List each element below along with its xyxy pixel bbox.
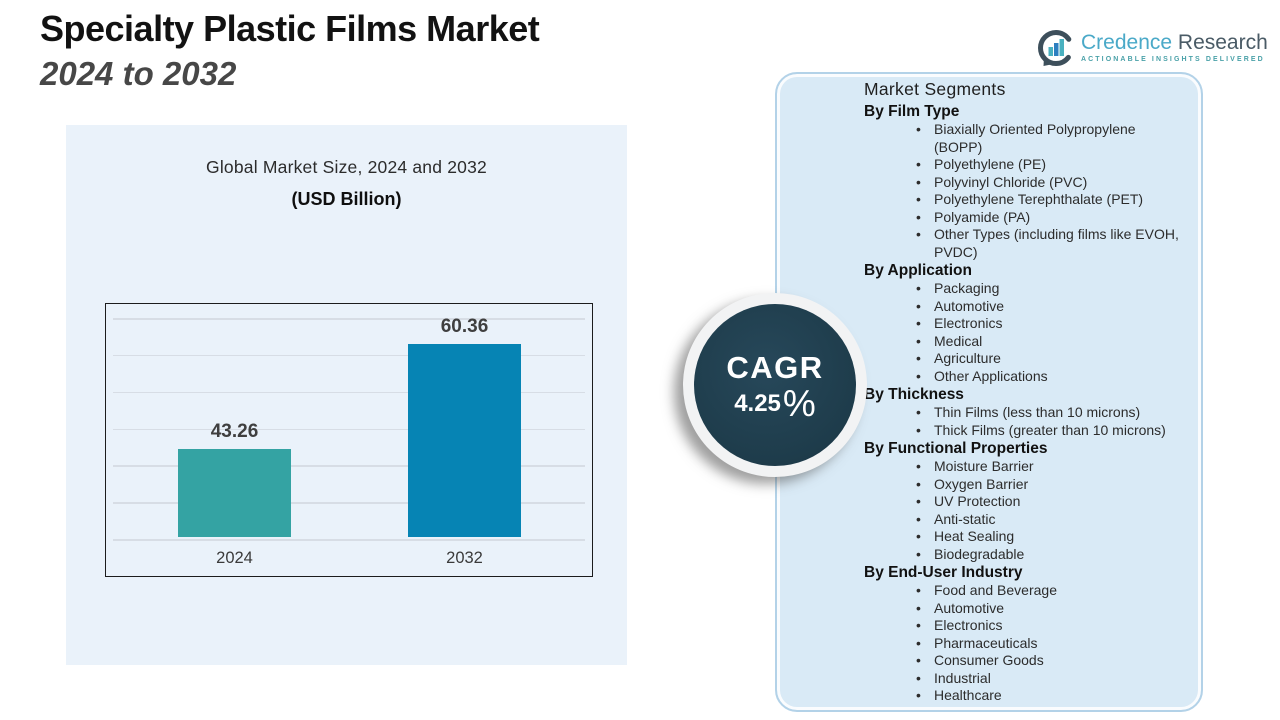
page-title: Specialty Plastic Films Market 2024 to 2… xyxy=(40,6,540,96)
segment-item: Anti-static xyxy=(912,511,1187,529)
cagr-label: CAGR xyxy=(726,350,824,385)
segments-sections: By Film TypeBiaxially Oriented Polypropy… xyxy=(864,102,1187,705)
segment-item: Electronics xyxy=(912,315,1187,333)
segment-list: PackagingAutomotiveElectronicsMedicalAgr… xyxy=(912,280,1187,385)
logo-tagline: Actionable Insights Delivered xyxy=(1081,56,1265,63)
segment-item: Medical xyxy=(912,333,1187,351)
chart-title: Global Market Size, 2024 and 2032 xyxy=(206,157,487,177)
gridline xyxy=(113,391,585,394)
page-title-line2: 2024 to 2032 xyxy=(40,55,237,92)
segment-item: Biaxially Oriented Polypropylene (BOPP) xyxy=(912,121,1187,156)
segment-item: Polyethylene Terephthalate (PET) xyxy=(912,191,1187,209)
cagr-value-number: 4.25 xyxy=(734,390,781,417)
gridline xyxy=(113,318,585,320)
x-axis-label-2032: 2032 xyxy=(446,549,483,567)
segment-item: Pharmaceuticals xyxy=(912,635,1187,653)
market-size-chart-panel: Global Market Size, 2024 and 2032 (USD B… xyxy=(66,125,627,665)
logo-brand-primary: Credence xyxy=(1081,31,1173,54)
segment-item: UV Protection xyxy=(912,493,1187,511)
segment-item: Healthcare xyxy=(912,687,1187,705)
bar-chart-circle-icon xyxy=(1038,30,1074,66)
percent-sign: % xyxy=(782,383,816,424)
segment-item: Polyvinyl Chloride (PVC) xyxy=(912,174,1187,192)
segment-item: Biodegradable xyxy=(912,546,1187,564)
credence-research-logo: Credence Research Actionable Insights De… xyxy=(1037,29,1268,69)
segment-heading: By Application xyxy=(864,262,972,279)
gridline xyxy=(113,428,585,430)
gridline xyxy=(113,502,585,504)
segment-list: Food and BeverageAutomotiveElectronicsPh… xyxy=(912,582,1187,705)
x-axis-label-2024: 2024 xyxy=(216,549,253,567)
segment-item: Agriculture xyxy=(912,350,1187,368)
cagr-value: 4.25% xyxy=(734,383,816,424)
logo-brand-secondary: Research xyxy=(1172,31,1268,54)
segment-list: Moisture BarrierOxygen BarrierUV Protect… xyxy=(912,458,1187,563)
segment-item: Packaging xyxy=(912,280,1187,298)
segment-list: Biaxially Oriented Polypropylene (BOPP)P… xyxy=(912,121,1187,261)
segment-item: Polyamide (PA) xyxy=(912,209,1187,227)
segment-item: Industrial xyxy=(912,670,1187,688)
segment-item: Consumer Goods xyxy=(912,652,1187,670)
page-title-line1: Specialty Plastic Films Market xyxy=(40,8,540,49)
bar-value-label-2024: 43.26 xyxy=(210,421,259,442)
segment-heading: By Film Type xyxy=(864,103,960,120)
segments-panel-title: Market Segments xyxy=(864,79,1006,99)
logo-tail xyxy=(1043,57,1051,66)
bar-value-label-2032: 60.36 xyxy=(440,316,489,337)
segment-item: Oxygen Barrier xyxy=(912,476,1187,494)
segment-item: Polyethylene (PE) xyxy=(912,156,1187,174)
segment-heading: By End-User Industry xyxy=(864,564,1023,581)
segment-item: Electronics xyxy=(912,617,1187,635)
chart-subtitle: (USD Billion) xyxy=(291,189,402,209)
logo-text: Credence Research Actionable Insights De… xyxy=(1081,29,1268,63)
segment-item: Other Applications xyxy=(912,368,1187,386)
gridline xyxy=(113,354,585,357)
segment-heading: By Thickness xyxy=(864,386,964,403)
cagr-badge: CAGR 4.25% xyxy=(683,293,867,477)
segment-item: Moisture Barrier xyxy=(912,458,1187,476)
cagr-badge-inner: CAGR 4.25% xyxy=(694,304,856,466)
segment-item: Heat Sealing xyxy=(912,528,1187,546)
segment-item: Automotive xyxy=(912,600,1187,618)
bar-2024 xyxy=(178,449,291,537)
segment-item: Thin Films (less than 10 microns) xyxy=(912,404,1187,422)
segment-heading: By Functional Properties xyxy=(864,440,1048,457)
gridline xyxy=(113,465,585,467)
plot-area: 43.26 2024 60.36 2032 xyxy=(105,303,593,577)
segment-item: Automotive xyxy=(912,298,1187,316)
segment-list: Thin Films (less than 10 microns)Thick F… xyxy=(912,404,1187,439)
segment-item: Food and Beverage xyxy=(912,582,1187,600)
segment-item: Thick Films (greater than 10 microns) xyxy=(912,422,1187,440)
bar-2032 xyxy=(408,344,521,537)
gridline xyxy=(113,539,585,541)
logo-brand-name: Credence Research xyxy=(1081,31,1268,55)
segment-item: Other Types (including films like EVOH, … xyxy=(912,226,1187,261)
